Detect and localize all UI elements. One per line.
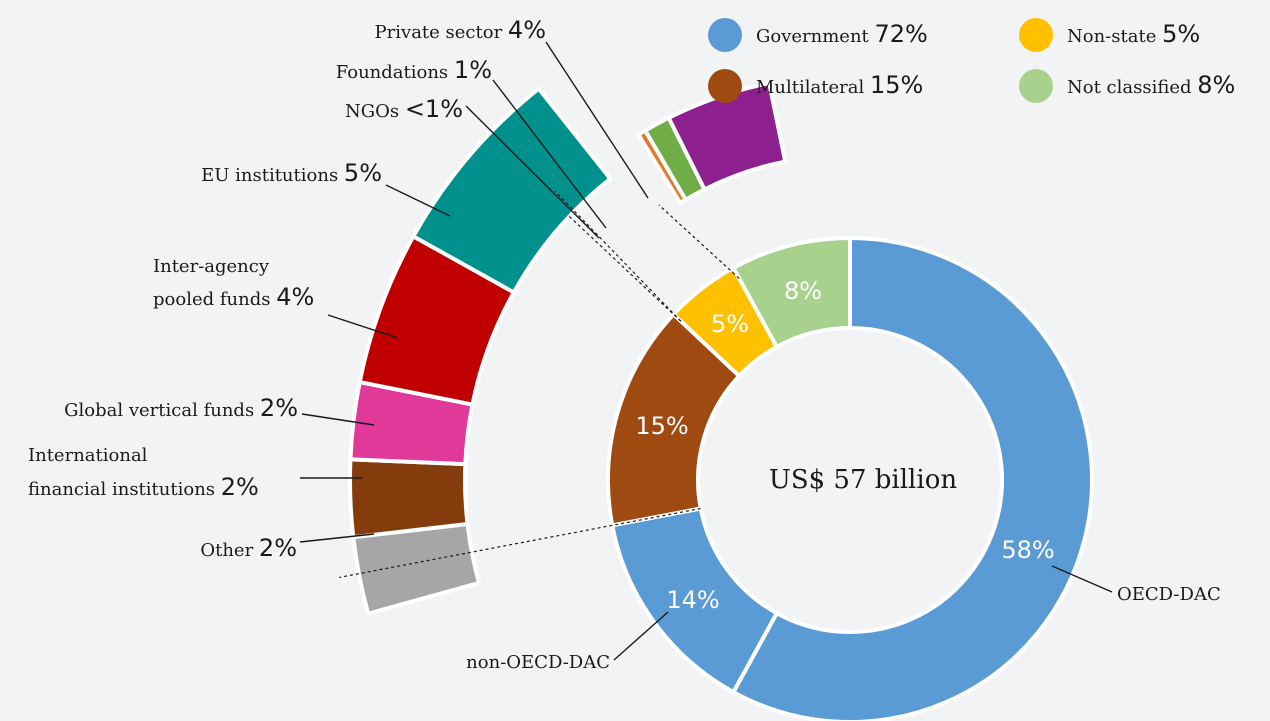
leader-vertical <box>301 413 375 426</box>
segment-label-multilateral: 15% <box>635 412 688 440</box>
outer-label-eu: EU institutions 5% <box>201 159 382 187</box>
legend-swatch-government <box>708 18 742 52</box>
segment-layer <box>348 81 1094 721</box>
legend-name-multilateral: Multilateral <box>756 77 864 98</box>
leader-pooled <box>327 314 399 339</box>
legend-item-not-classified: Not classified 8% <box>1019 69 1235 103</box>
outer-label-foundations-value: 1% <box>454 56 492 84</box>
legend-value-government: 72% <box>875 20 928 48</box>
segment-label-non-oecd-dac: 14% <box>666 586 719 614</box>
segment-oecd-dac <box>731 236 1094 721</box>
segment-label-not-classified: 8% <box>784 277 822 305</box>
leader-non-oecd-dac <box>613 611 669 661</box>
legend-item-non-state: Non-state 5% <box>1019 18 1200 52</box>
leader-eu <box>385 184 451 217</box>
segment-private-sector <box>666 81 788 192</box>
segment-international-financial-institutions <box>348 457 470 540</box>
legend-item-multilateral: Multilateral 15% <box>708 69 923 103</box>
guide-non-state-start <box>568 216 682 322</box>
guide-multilateral-start <box>339 507 701 579</box>
outer-label-ifi-line2: financial institutions 2% <box>28 473 259 501</box>
legend-text-multilateral: Multilateral 15% <box>756 71 923 99</box>
legend-swatch-multilateral <box>708 69 742 103</box>
legend: Government 72% Multilateral 15% Non-stat… <box>708 18 1235 103</box>
center-label: US$ 57 billion <box>769 465 957 495</box>
segment-label-oecd-dac: 58% <box>1001 536 1054 564</box>
segment-label-non-state: 5% <box>711 310 749 338</box>
outer-label-eu-value: 5% <box>344 159 382 187</box>
outer-label-private-name: Private sector <box>375 22 503 43</box>
outer-label-vertical-value: 2% <box>260 394 298 422</box>
leader-private <box>545 41 649 199</box>
legend-name-non-state: Non-state <box>1067 26 1156 47</box>
outer-label-ngos-value: <1% <box>405 95 463 123</box>
legend-item-government: Government 72% <box>708 18 928 52</box>
outer-label-eu-name: EU institutions <box>201 165 338 186</box>
outer-label-other-value: 2% <box>259 534 297 562</box>
category-label-non-oecd-dac: non-OECD-DAC <box>466 652 610 673</box>
outer-label-foundations: Foundations 1% <box>336 56 492 84</box>
outer-label-ngos: NGOs <1% <box>345 95 463 123</box>
outer-label-private-value: 4% <box>508 16 546 44</box>
leader-ngos <box>465 105 600 239</box>
outer-label-ngos-name: NGOs <box>345 101 399 122</box>
leader-foundations <box>492 79 607 229</box>
legend-text-non-state: Non-state 5% <box>1067 20 1200 48</box>
legend-swatch-non-state <box>1019 18 1053 52</box>
leader-layer <box>299 41 1113 661</box>
segment-eu-institutions <box>411 86 613 295</box>
leader-other <box>299 533 375 543</box>
legend-name-not-classified: Not classified <box>1067 77 1192 98</box>
outer-label-vertical: Global vertical funds 2% <box>64 394 298 422</box>
legend-text-government: Government 72% <box>756 20 928 48</box>
outer-label-other-name: Other <box>200 540 253 561</box>
segment-not-classified <box>731 236 852 349</box>
legend-value-not-classified: 8% <box>1197 71 1235 99</box>
leader-oecd-dac <box>1051 565 1113 593</box>
guide-non-state-end <box>658 204 740 279</box>
outer-label-pooled-line1: Inter-agency <box>153 256 270 277</box>
outer-label-pooled-line2: pooled funds 4% <box>153 283 314 311</box>
legend-value-non-state: 5% <box>1162 20 1200 48</box>
outer-label-vertical-name: Global vertical funds <box>64 400 254 421</box>
outer-label-pooled-value: 4% <box>276 283 314 311</box>
outer-label-ifi-value: 2% <box>221 473 259 501</box>
legend-value-multilateral: 15% <box>870 71 923 99</box>
guide-multilateral-end <box>554 190 682 322</box>
outer-label-ifi-line1: International <box>28 445 148 466</box>
outer-label-private: Private sector 4% <box>375 16 546 44</box>
category-label-oecd-dac: OECD-DAC <box>1117 584 1221 605</box>
legend-swatch-not-classified <box>1019 69 1053 103</box>
guide-layer <box>339 190 740 579</box>
outer-label-other: Other 2% <box>200 534 297 562</box>
legend-name-government: Government <box>756 26 870 47</box>
segment-other <box>351 522 482 616</box>
legend-text-not-classified: Not classified 8% <box>1067 71 1235 99</box>
outer-label-foundations-name: Foundations <box>336 62 448 83</box>
